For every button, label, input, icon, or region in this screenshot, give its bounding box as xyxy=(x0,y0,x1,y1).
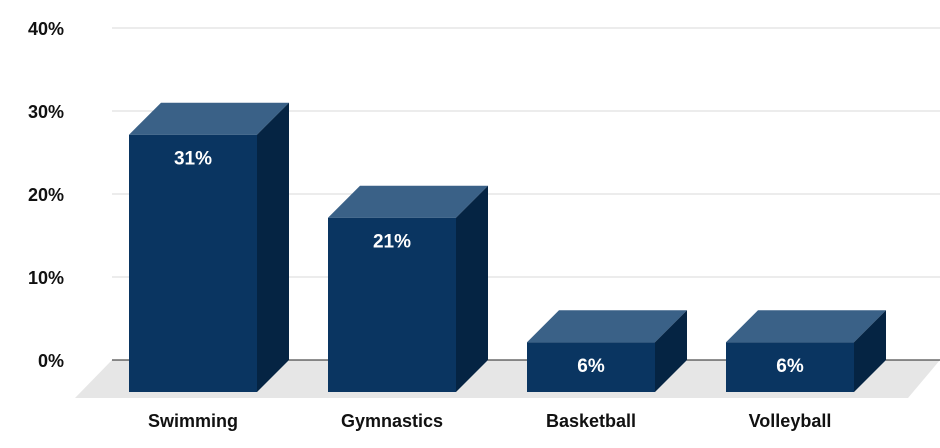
x-category-label: Volleyball xyxy=(749,411,832,431)
y-tick-label: 20% xyxy=(28,185,64,205)
bar-front-face xyxy=(328,217,456,392)
x-category-label: Gymnastics xyxy=(341,411,443,431)
bar-side-face xyxy=(257,102,289,392)
y-tick-label: 10% xyxy=(28,268,64,288)
chart-floor xyxy=(75,360,940,398)
bar-top-face xyxy=(527,310,687,343)
bar-front-face xyxy=(726,342,854,392)
bar-top-face xyxy=(328,185,488,218)
bar-side-face xyxy=(655,310,687,392)
data-label: 21% xyxy=(373,232,411,253)
x-category-label: Basketball xyxy=(546,411,636,431)
bar-top-face xyxy=(726,310,886,343)
data-label: 6% xyxy=(776,356,804,377)
y-tick-label: 40% xyxy=(28,19,64,39)
y-tick-label: 30% xyxy=(28,102,64,122)
y-tick-label: 0% xyxy=(38,351,64,371)
bar-gymnastics: 21% xyxy=(328,185,488,392)
bars: 31% 21% 6% 6% xyxy=(129,102,886,392)
y-axis-tick-labels: 0% 10% 20% 30% 40% xyxy=(28,19,64,371)
bar-top-face xyxy=(129,102,289,135)
bar-swimming: 31% xyxy=(129,102,289,392)
bar-front-face xyxy=(527,342,655,392)
bar-volleyball: 6% xyxy=(726,310,886,392)
data-label: 6% xyxy=(577,356,605,377)
bar-side-face xyxy=(456,185,488,392)
chart-floor-layer xyxy=(75,360,940,398)
bar-front-face xyxy=(129,134,257,392)
x-axis-category-labels: Swimming Gymnastics Basketball Volleyball xyxy=(148,411,831,431)
data-label: 31% xyxy=(174,149,212,170)
bar-basketball: 6% xyxy=(527,310,687,392)
bar-side-face xyxy=(854,310,886,392)
x-category-label: Swimming xyxy=(148,411,238,431)
